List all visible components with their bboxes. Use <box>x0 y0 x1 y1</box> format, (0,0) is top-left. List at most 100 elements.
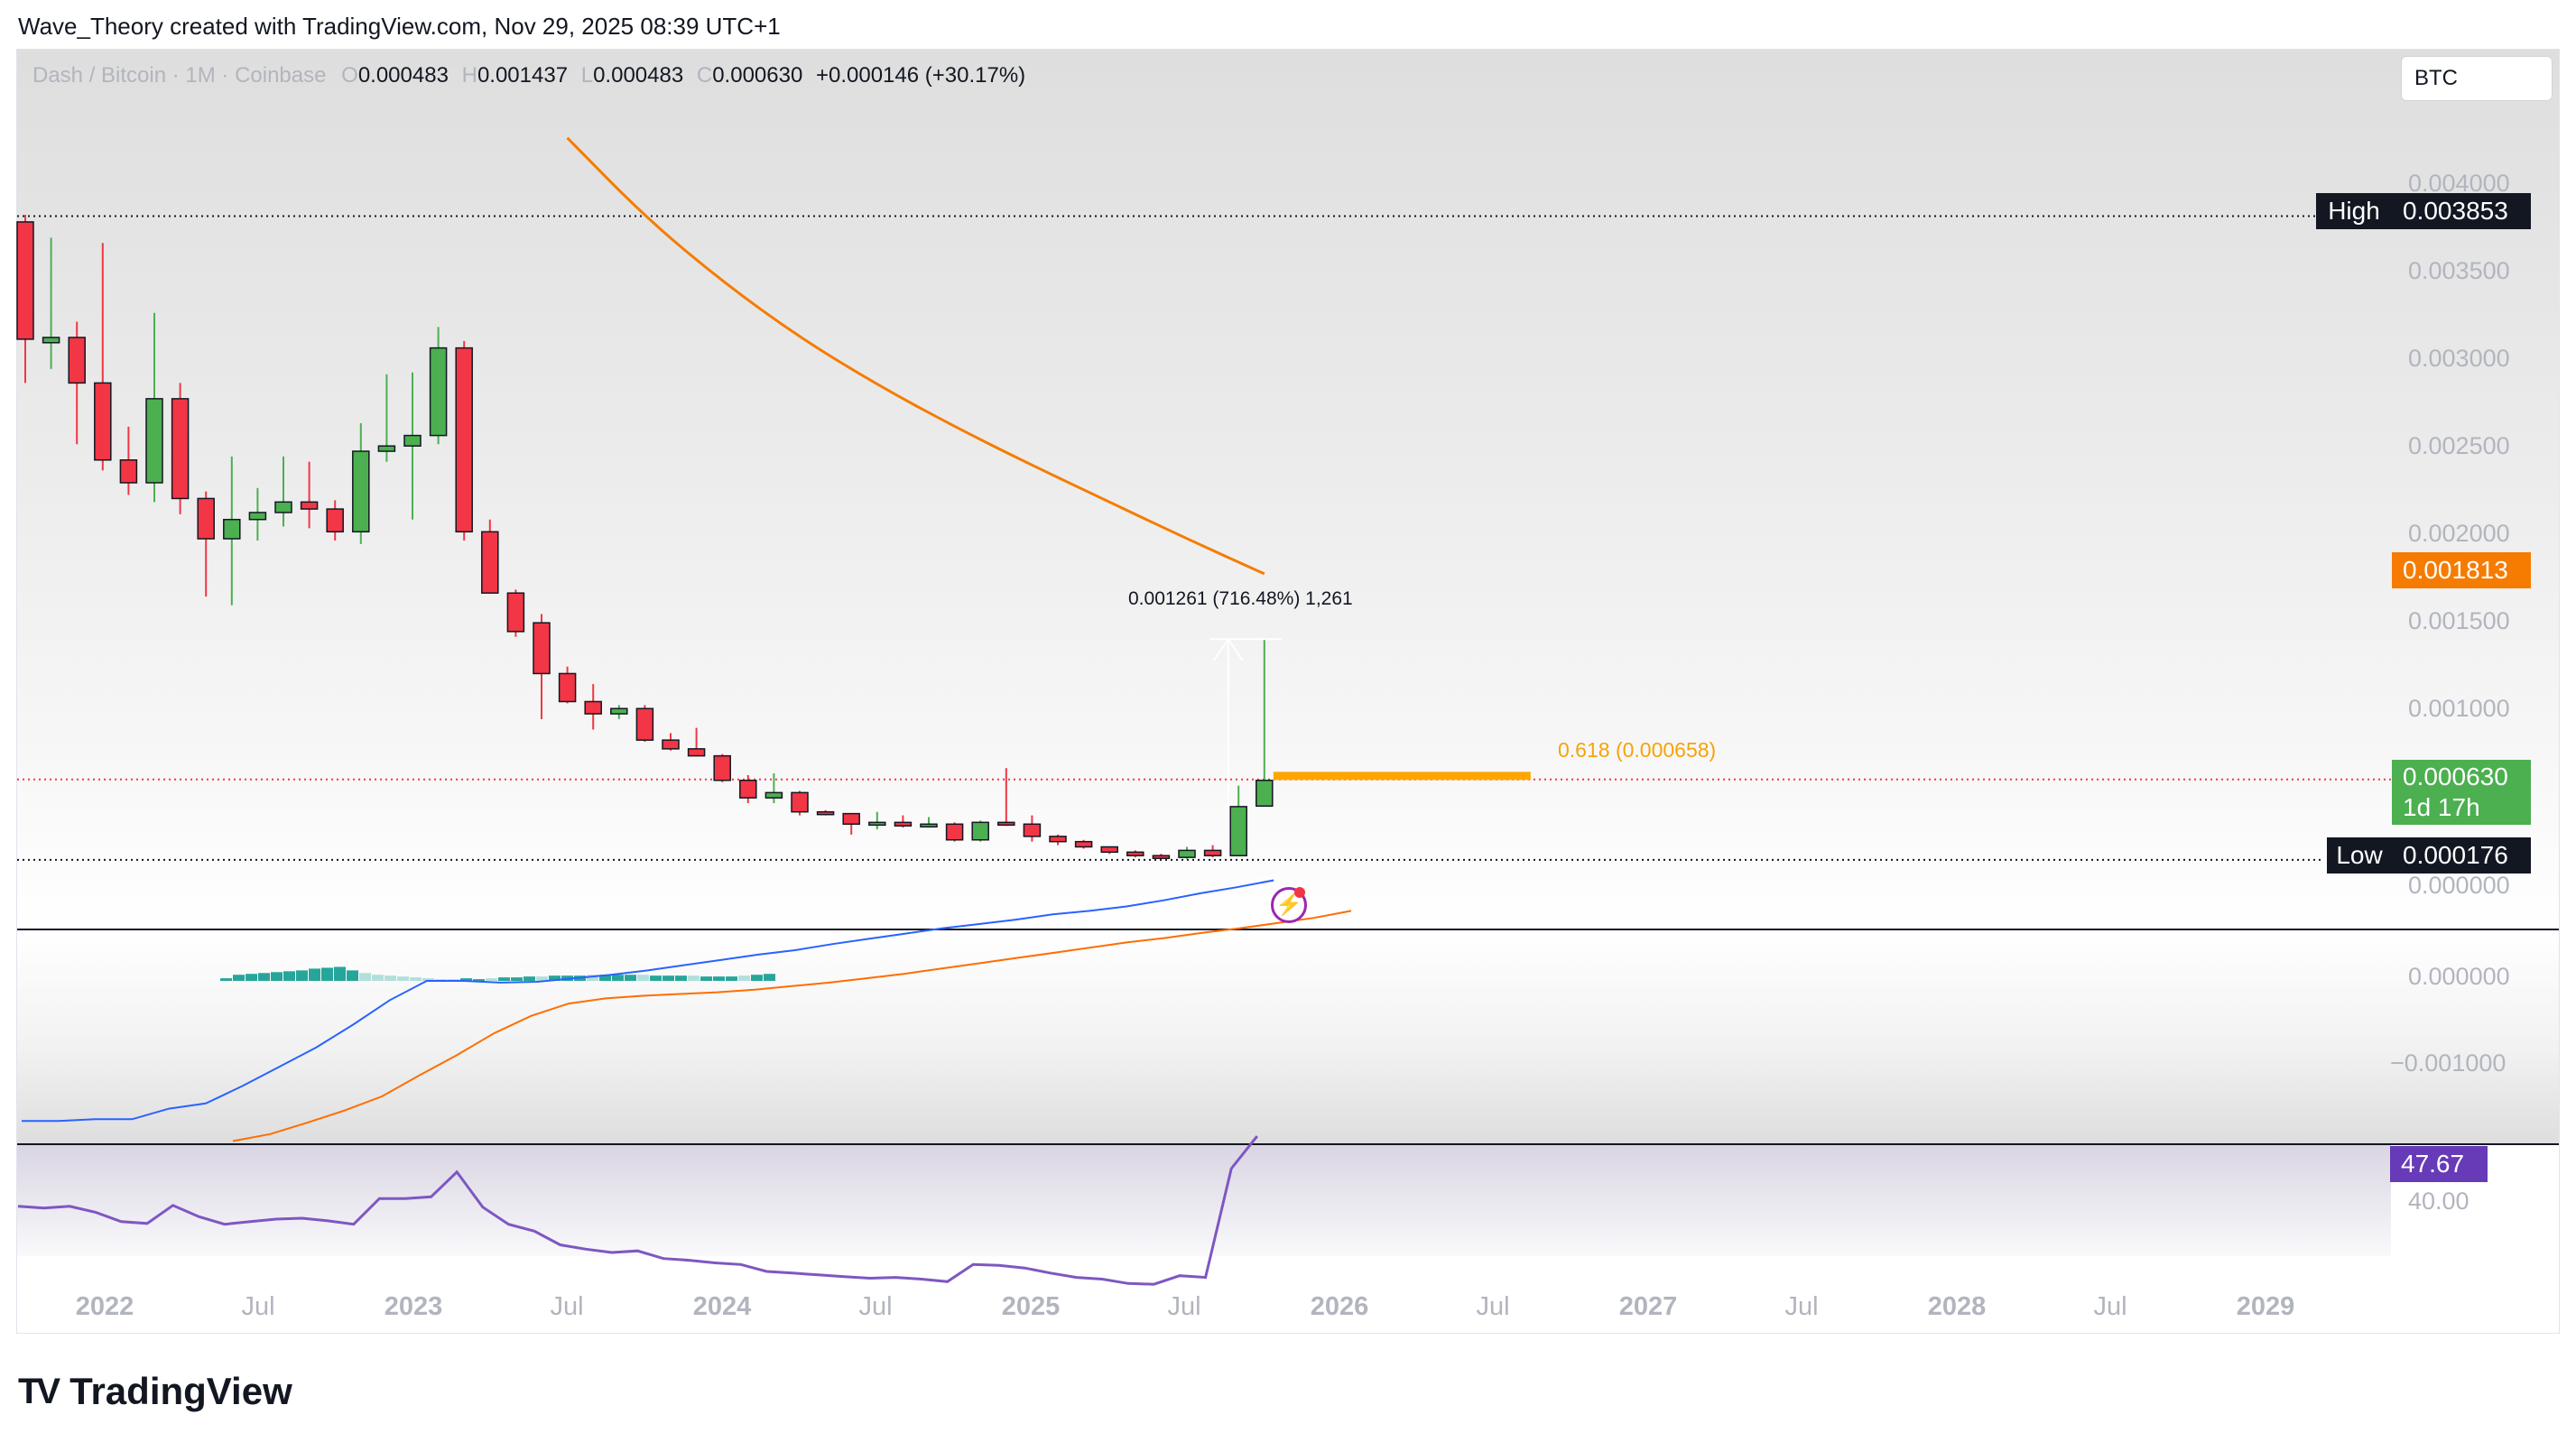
tradingview-logo[interactable]: TV TradingView <box>18 1370 292 1413</box>
symbol-name[interactable]: Dash / Bitcoin · 1M · Coinbase <box>32 63 327 88</box>
candle-body[interactable] <box>1256 780 1274 808</box>
candle-body[interactable] <box>842 812 860 826</box>
macd-histogram-bar <box>612 975 624 981</box>
candle-body[interactable] <box>506 592 525 633</box>
close-key: C <box>696 63 713 88</box>
candle-body[interactable] <box>791 791 809 813</box>
candle-body[interactable] <box>1049 836 1067 843</box>
macd-histogram-bar <box>764 974 775 981</box>
candle-body[interactable] <box>584 700 602 715</box>
candle-body[interactable] <box>274 501 292 513</box>
pane-separator[interactable] <box>17 929 2559 930</box>
macd-histogram-bar <box>220 978 232 981</box>
price-axis-tick: 0.001500 <box>2408 607 2510 634</box>
candle-body[interactable] <box>1100 846 1118 854</box>
candle-body[interactable] <box>816 810 835 816</box>
candle-body[interactable] <box>945 823 964 841</box>
time-axis-tick: 2022 <box>75 1292 134 1321</box>
candle-body[interactable] <box>1229 806 1247 856</box>
candle-body[interactable] <box>764 791 783 799</box>
macd-histogram-bar <box>410 977 422 981</box>
moving-average-line[interactable] <box>566 136 1265 576</box>
macd-histogram-bar <box>372 975 384 981</box>
candle-body[interactable] <box>662 739 680 750</box>
candle-body[interactable] <box>997 821 1015 827</box>
candle-body[interactable] <box>197 497 215 540</box>
candle-body[interactable] <box>1126 851 1144 856</box>
price-axis-tick: 0.002000 <box>2408 520 2510 547</box>
macd-signal-line[interactable] <box>232 910 1352 1142</box>
time-axis-tick: 2028 <box>1927 1292 1987 1321</box>
macd-histogram-bar <box>726 976 737 981</box>
rsi-line[interactable] <box>17 1135 1258 1286</box>
candle-body[interactable] <box>894 821 913 827</box>
candle-body[interactable] <box>42 337 60 344</box>
candle-body[interactable] <box>1074 840 1093 848</box>
price-axis-tick: 0.003000 <box>2408 345 2510 372</box>
candle-body[interactable] <box>455 347 473 533</box>
rsi-pane[interactable] <box>17 1145 2391 1256</box>
price-axis-tick: 0.004000 <box>2408 170 2510 197</box>
candle-body[interactable] <box>171 398 190 500</box>
candle-body[interactable] <box>1178 849 1196 858</box>
candle-body[interactable] <box>403 434 422 447</box>
macd-line[interactable] <box>22 879 1274 1123</box>
candle-body[interactable] <box>1023 823 1042 837</box>
macd-histogram-bar <box>599 975 611 981</box>
chart-frame <box>16 49 2560 1334</box>
last-price-label: 0.000630 1d 17h <box>2392 760 2531 825</box>
candle-body[interactable] <box>739 780 757 799</box>
price-range-measure-label[interactable]: 0.001261 (716.48%) 1,261 <box>1128 588 1353 609</box>
candle-body[interactable] <box>481 531 499 594</box>
price-pane[interactable] <box>17 50 2559 929</box>
time-axis-tick: Jul <box>858 1292 893 1321</box>
candle-body[interactable] <box>68 337 86 384</box>
macd-histogram-bar <box>334 966 346 981</box>
time-axis-tick: 2026 <box>1310 1292 1369 1321</box>
macd-axis-tick: 0.000000 <box>2408 963 2510 990</box>
candle-body[interactable] <box>868 821 886 827</box>
candle-body[interactable] <box>300 501 319 510</box>
candle-body[interactable] <box>1203 849 1222 856</box>
candle-body[interactable] <box>558 672 577 703</box>
candle-body[interactable] <box>610 707 628 715</box>
candle-body[interactable] <box>687 748 706 757</box>
candle-body[interactable] <box>119 459 138 484</box>
macd-histogram-bar <box>650 975 662 981</box>
candle-body[interactable] <box>248 512 267 521</box>
macd-histogram-bar <box>258 973 270 981</box>
time-axis-tick: 2025 <box>1001 1292 1061 1321</box>
macd-histogram-bar <box>549 975 561 981</box>
macd-pane[interactable] <box>17 930 2559 1143</box>
candle-body[interactable] <box>145 398 163 484</box>
macd-histogram-bar <box>246 974 257 981</box>
high-key: H <box>461 63 477 88</box>
low-marker-label: Low <box>2327 837 2392 874</box>
pane-separator[interactable] <box>17 1143 2559 1145</box>
fib-level-band[interactable] <box>1273 772 1531 781</box>
macd-histogram-bar <box>233 975 245 981</box>
bar-countdown: 1d 17h <box>2403 793 2480 821</box>
candle-body[interactable] <box>971 821 989 841</box>
candle-body[interactable] <box>713 754 731 781</box>
price-axis-tick: 0.001000 <box>2408 695 2510 722</box>
candle-body[interactable] <box>429 347 448 437</box>
candle-body[interactable] <box>1152 855 1171 859</box>
candle-body[interactable] <box>533 622 551 675</box>
currency-selector[interactable]: BTC <box>2401 56 2553 101</box>
candle-body[interactable] <box>352 450 370 533</box>
candle-body[interactable] <box>94 382 112 461</box>
fib-level-label[interactable]: 0.618 (0.000658) <box>1558 738 1717 762</box>
macd-histogram-bar <box>688 975 700 981</box>
candle-body[interactable] <box>377 445 396 452</box>
candle-body[interactable] <box>223 518 241 540</box>
time-axis-tick: 2029 <box>2236 1292 2295 1321</box>
rsi-axis-tick: 40.00 <box>2408 1188 2469 1215</box>
candle-body[interactable] <box>920 823 938 828</box>
open-key: O <box>341 63 358 88</box>
notification-dot-icon <box>1294 887 1305 898</box>
macd-histogram-bar <box>271 972 283 981</box>
candle-body[interactable] <box>635 707 654 741</box>
candle-body[interactable] <box>16 221 34 340</box>
candle-body[interactable] <box>326 508 344 533</box>
